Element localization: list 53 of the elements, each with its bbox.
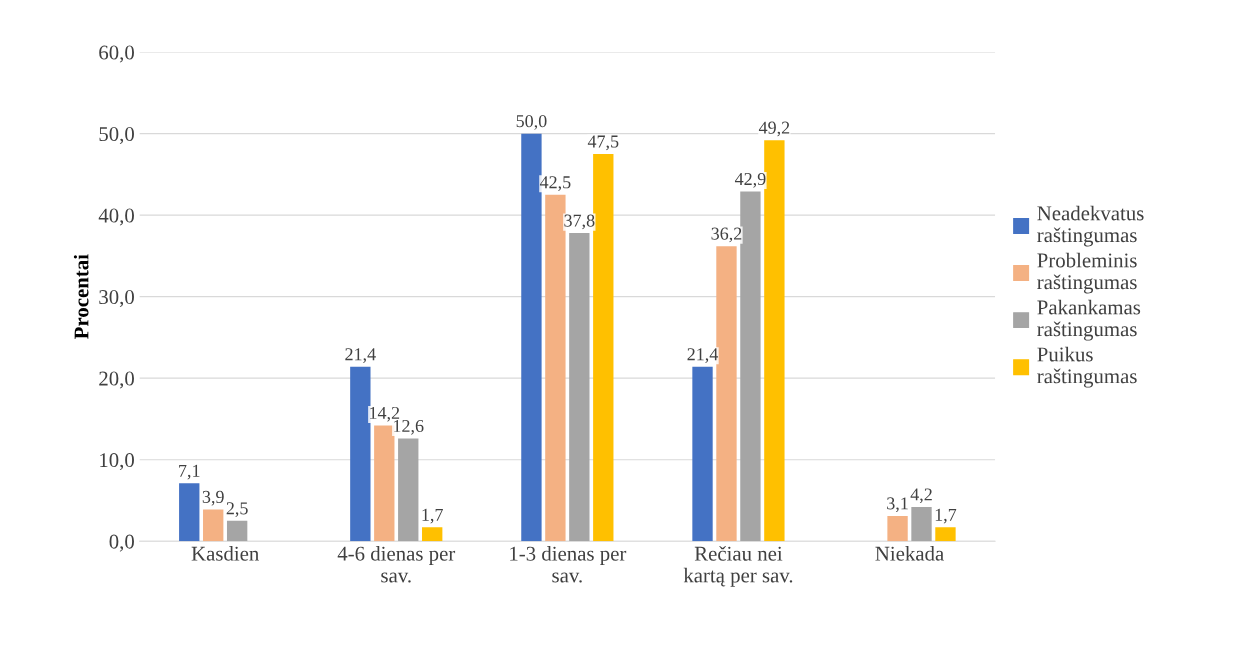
legend-label: Neadekvatus raštingumas xyxy=(1037,205,1144,247)
data-label: 2,5 xyxy=(226,502,248,517)
bar xyxy=(226,520,248,542)
bar xyxy=(740,191,761,542)
data-label: 4,2 xyxy=(910,488,932,504)
y-tick-label: 0,0 xyxy=(109,534,134,552)
bar xyxy=(203,509,224,542)
x-tick-label: 1-3 dienas per sav. xyxy=(510,546,627,583)
x-tick-label: Niekada xyxy=(875,546,944,561)
bar xyxy=(911,506,932,542)
data-label: 3,1 xyxy=(887,497,908,513)
bar xyxy=(422,527,443,542)
data-label: 21,4 xyxy=(687,348,719,363)
bar xyxy=(398,438,419,542)
data-label: 1,7 xyxy=(935,508,957,524)
data-label: 21,4 xyxy=(345,348,376,363)
bar xyxy=(593,154,614,542)
y-tick-label: 60,0 xyxy=(99,45,134,63)
y-tick-label: 40,0 xyxy=(98,208,134,226)
data-label: 3,9 xyxy=(202,490,224,506)
bar xyxy=(935,527,956,542)
data-label: 50,0 xyxy=(516,115,547,130)
bar xyxy=(764,140,785,542)
x-tick-label: Rečiau nei kartą per sav. xyxy=(683,546,793,587)
x-tick-label: Kasdien xyxy=(191,546,259,561)
bar xyxy=(569,233,590,542)
data-label: 7,1 xyxy=(179,464,200,480)
bar xyxy=(692,366,713,542)
legend-label: Puikus raštingumas xyxy=(1037,346,1137,388)
data-label: 37,8 xyxy=(564,214,595,230)
data-label: 49,2 xyxy=(758,121,790,137)
x-tick-label: 4-6 dienas per sav. xyxy=(337,546,456,583)
data-label: 36,2 xyxy=(711,227,742,243)
y-tick-label: 20,0 xyxy=(99,371,134,389)
bar xyxy=(350,366,371,542)
bar xyxy=(374,425,395,542)
y-tick-label: 10,0 xyxy=(100,453,134,471)
data-label: 1,7 xyxy=(422,508,443,524)
bar xyxy=(179,483,200,542)
bar xyxy=(545,194,566,542)
data-label: 14,2 xyxy=(370,406,400,422)
bar xyxy=(887,515,908,542)
bar xyxy=(521,133,542,542)
bar xyxy=(716,246,737,542)
y-axis-title: Procentai xyxy=(73,254,89,339)
y-tick-label: 30,0 xyxy=(99,290,134,308)
data-label: 12,6 xyxy=(394,419,424,435)
data-label: 42,5 xyxy=(539,176,571,191)
legend-label: Probleminis raštingumas xyxy=(1037,252,1137,294)
data-label: 47,5 xyxy=(587,135,619,151)
legend-label: Pakankamas raštingumas xyxy=(1037,299,1141,341)
y-tick-label: 50,0 xyxy=(99,127,134,145)
data-label: 42,9 xyxy=(734,172,766,188)
